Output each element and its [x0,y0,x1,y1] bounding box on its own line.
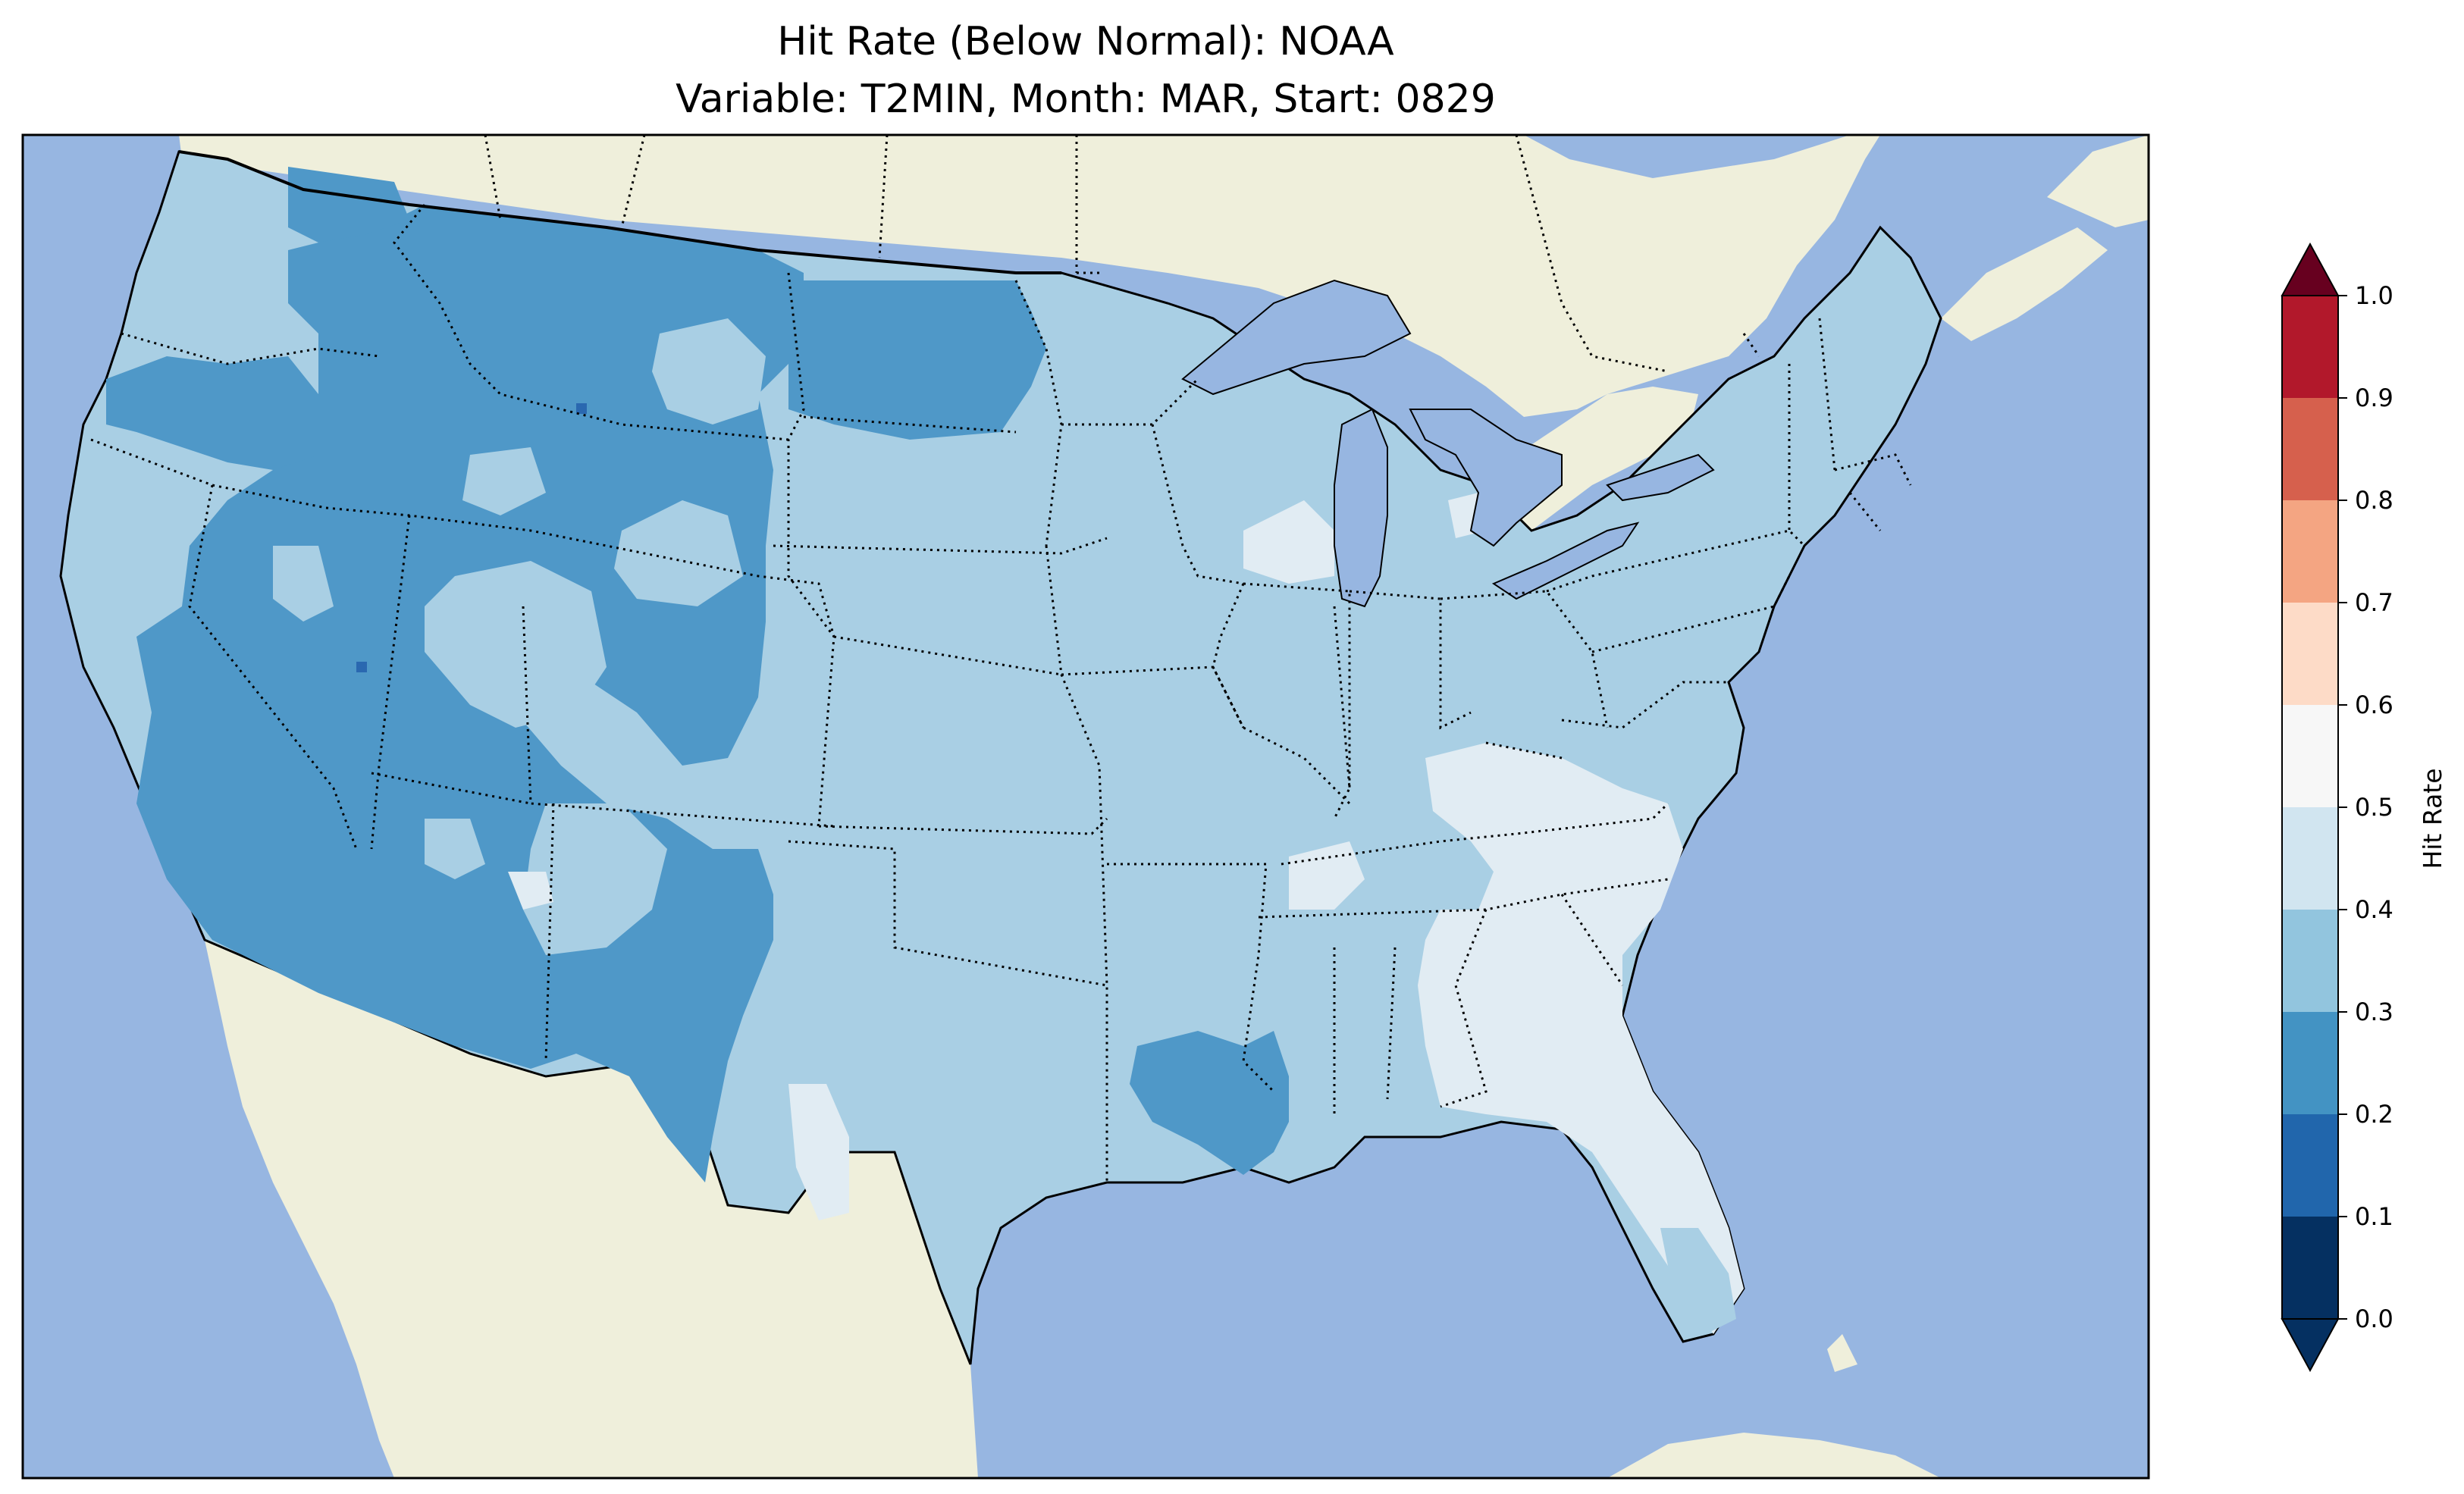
oregon-dark-region [106,356,318,470]
map-panel [23,135,2149,1478]
colorbar-bin [2282,1012,2338,1114]
colorbar-bin [2282,910,2338,1012]
colorbar: 0.0 0.1 0.2 0.3 0.4 0.5 0.6 0.7 0.8 0.9 1.0 [2281,242,2393,1373]
newfoundland-land [2047,135,2149,227]
colorbar-tick-label: 0.0 [2355,1305,2393,1333]
california-light-spot [106,538,152,606]
maritimes-land [1941,227,2108,341]
oregon-light-spot [462,447,546,515]
province-boundaries [484,135,1760,373]
idaho-light-spot [652,318,766,424]
us-canada-border [178,150,1061,274]
title-line-2: Variable: T2MIN, Month: MAR, Start: 0829 [676,77,1496,122]
colorbar-label: Hit Rate [2418,768,2447,869]
louisiana-dark-region [1130,1031,1289,1175]
lake-huron [1409,409,1563,547]
colorbar-tick-label: 0.3 [2355,998,2393,1026]
colorbar-tick-label: 0.4 [2355,895,2393,924]
utah-lightest-spot [508,872,553,910]
colorbar-tick-label: 0.6 [2355,691,2393,719]
kentucky-lightest-region [1289,841,1365,910]
cuba-land [1607,1433,1941,1478]
colorbar-tick-label: 1.0 [2355,281,2393,310]
southeast-lightest-region [1418,743,1744,1334]
colorbar-tick-label: 0.5 [2355,793,2393,822]
wyoming-light-spot [614,500,743,606]
southern-ontario-land [1486,387,1698,561]
colorbar-bin [2282,398,2338,500]
colorado-light-spot [425,561,607,728]
nevada-light-spot [273,546,334,622]
map-frame [21,133,2150,1480]
colorbar-extend-low [2281,1318,2340,1373]
new-mexico-light-spot [523,803,667,955]
colorbar-tick-label: 0.9 [2355,384,2393,412]
colorbar-bin [2282,705,2338,807]
colorbar-tick-label: 0.7 [2355,588,2393,617]
colorbar-tick-label: 0.1 [2355,1202,2393,1231]
colorbar-bin [2282,603,2338,705]
colorbar-tick-label: 0.2 [2355,1100,2393,1129]
colorbar-bin [2282,1217,2338,1319]
bahamas-land [1827,1334,1857,1372]
colorbar-bin [2282,500,2338,603]
florida-southern-region [1660,1228,1736,1334]
texas-lightest-region [788,1084,849,1220]
washington-dark-region [288,167,409,243]
wisconsin-lightest-region [1243,500,1334,584]
north-dakota-dark-region [788,280,1046,440]
colorbar-bin [2282,1114,2338,1217]
colorbar-bin [2282,296,2338,398]
idaho-low-cell [576,403,587,414]
nevada-low-cell [356,662,367,672]
canada-land [179,135,1880,417]
colorbar-extend-high [2281,242,2340,296]
lake-superior [1181,279,1412,396]
colorbar-bin [2282,807,2338,910]
lake-michigan [1334,408,1388,608]
utah-light-spot [425,819,485,879]
baja-california-land [205,940,425,1387]
title-line-1: Hit Rate (Below Normal): NOAA [777,19,1394,64]
lake-erie [1491,521,1640,600]
state-boundaries [90,204,1912,1182]
colorbar-tick-label: 0.8 [2355,486,2393,515]
lake-ontario [1606,453,1715,502]
